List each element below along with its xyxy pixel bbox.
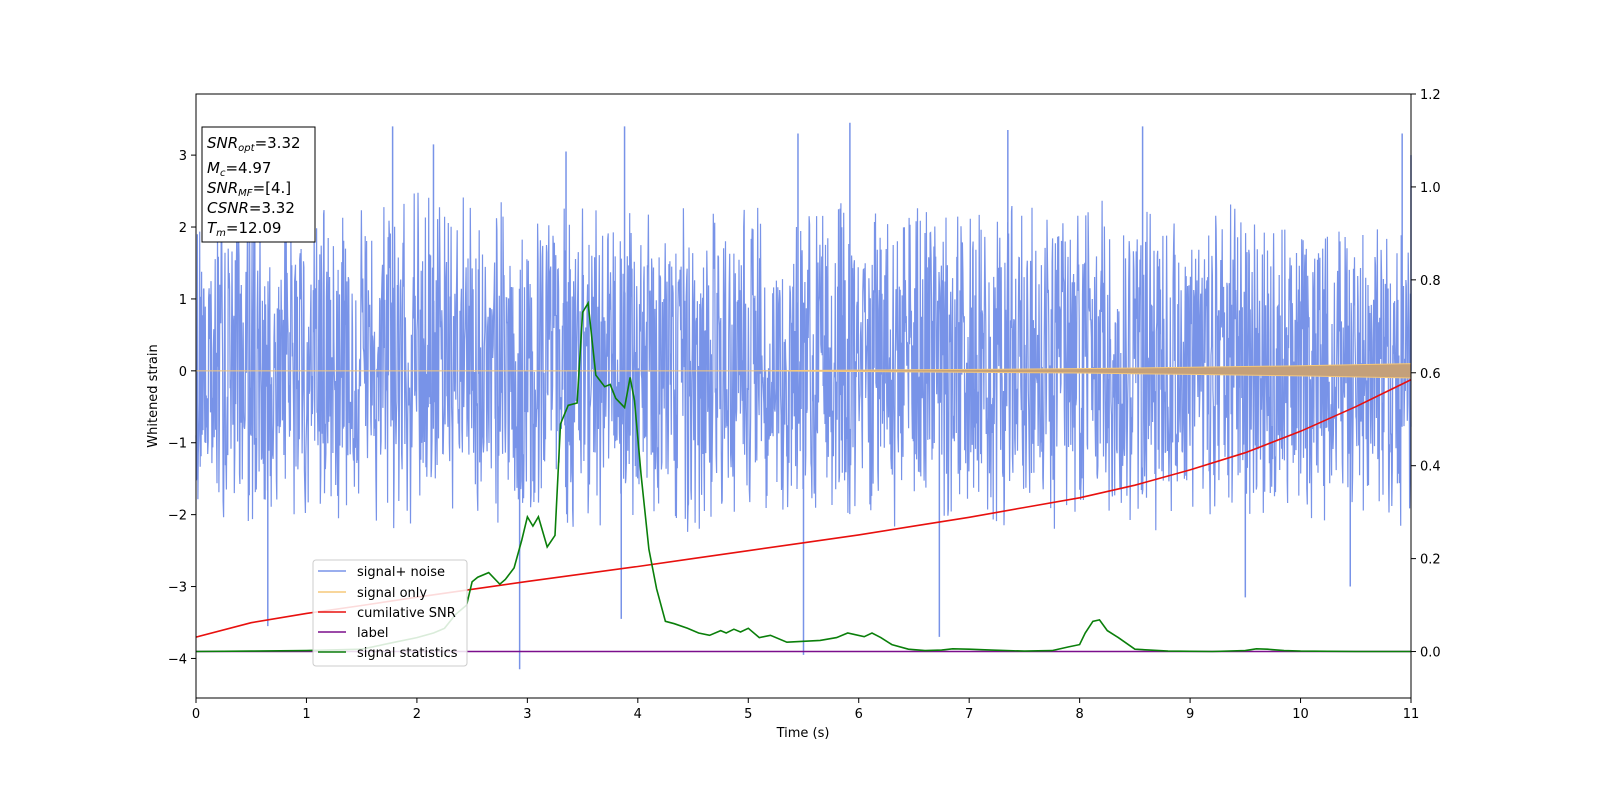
x-axis-ticks: 0 1 2 3 4 5 6 7 8 9 10 11 [192,698,1419,722]
x-tick-label: 5 [744,707,752,722]
y2-axis-ticks: 0.0 0.2 0.4 0.6 0.8 1.0 1.2 [1411,88,1441,661]
series-signal-noise [195,192,1412,532]
series-signal-statistics [195,300,1411,653]
legend-label-cumilative-snr: cumilative SNR [357,606,456,621]
x-tick-label: 4 [634,707,642,722]
plot-area [195,122,1412,670]
y-tick-label: 0 [179,365,187,380]
y2-tick-label: 1.0 [1420,181,1441,196]
y-tick-label: 1 [179,293,187,308]
x-tick-label: 10 [1292,707,1309,722]
y-tick-label: 3 [179,149,187,164]
legend-label-signal-noise: signal+ noise [357,565,445,580]
legend-frame [312,559,468,667]
y-tick-label: −4 [168,652,187,667]
y-axis-ticks: 3 2 1 0 −1 −2 −3 −4 [168,149,196,667]
y-tick-label: −2 [168,509,187,524]
y-axis-label: Whitened strain [146,344,161,447]
legend-label-signal-only: signal only [357,586,427,601]
legend-label-signal-statistics: signal statistics [357,646,458,661]
annotation-mc: Mc=4.97 [207,159,271,179]
x-tick-label: 6 [855,707,863,722]
x-tick-label: 2 [413,707,421,722]
annotation-tm: Tm=12.09 [207,219,281,239]
x-tick-label: 7 [965,707,973,722]
legend-item-cumilative-snr: cumilative SNR [318,606,456,621]
y-tick-label: −3 [168,581,187,596]
annotation-snr-opt: SNRopt=3.32 [207,134,301,154]
y2-tick-label: 0.6 [1420,367,1441,382]
annotation-csnr: CSNR=3.32 [207,199,295,217]
x-axis-label: Time (s) [776,726,830,741]
axes-frame [195,93,1412,699]
y-tick-label: 2 [179,221,187,236]
legend-item-signal-statistics: signal statistics [318,646,458,661]
x-tick-label: 11 [1403,707,1420,722]
y2-tick-label: 0.2 [1420,553,1441,568]
x-tick-label: 3 [523,707,531,722]
legend: signal+ noise signal only cumilative SNR… [312,559,468,667]
y-tick-label: −1 [168,437,187,452]
annotation-box: SNRopt=3.32 Mc=4.97 SNRMF=[4.] CSNR=3.32… [201,126,316,243]
legend-item-signal-only: signal only [318,586,427,601]
y2-tick-label: 0.0 [1420,646,1441,661]
x-tick-label: 9 [1186,707,1194,722]
y2-tick-label: 0.4 [1420,460,1441,475]
x-tick-label: 8 [1075,707,1083,722]
y2-tick-label: 0.8 [1420,274,1441,289]
legend-item-label: label [318,626,388,641]
legend-item-signal-noise: signal+ noise [318,565,445,580]
x-tick-label: 1 [302,707,310,722]
annotation-snr-mf: SNRMF=[4.] [207,179,291,199]
y2-tick-label: 1.2 [1420,88,1441,103]
legend-label-label: label [357,626,388,641]
x-tick-label: 0 [192,707,200,722]
